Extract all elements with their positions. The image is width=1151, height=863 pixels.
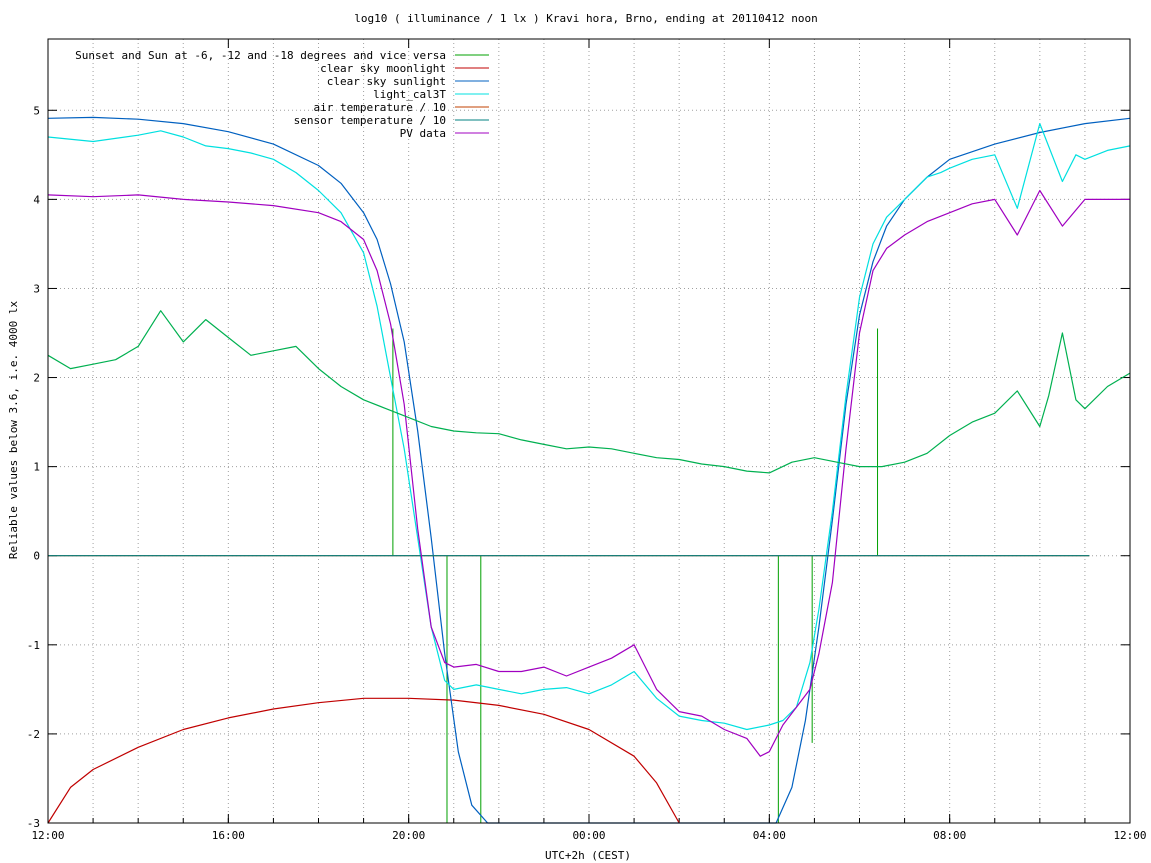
y-tick-label: -1 (27, 639, 40, 652)
y-tick-label: 5 (33, 104, 40, 117)
chart-title: log10 ( illuminance / 1 lx ) Kravi hora,… (354, 12, 818, 25)
y-tick-label: -2 (27, 728, 40, 741)
x-tick-label: 00:00 (572, 829, 605, 842)
x-axis-label: UTC+2h (CEST) (545, 849, 631, 862)
series-line-light-cal3t (47, 122, 1131, 731)
y-tick-label: 1 (33, 461, 40, 474)
legend-label: light_cal3T (373, 88, 446, 101)
x-tick-label: 04:00 (753, 829, 786, 842)
x-tick-label: 20:00 (392, 829, 425, 842)
x-tick-label: 16:00 (212, 829, 245, 842)
grid-lines (48, 39, 1130, 823)
legend-label: sensor temperature / 10 (294, 114, 446, 127)
series-line-pv-data (47, 189, 1130, 757)
x-tick-label: 08:00 (933, 829, 966, 842)
legend-label: clear sky moonlight (320, 62, 446, 75)
axis-ticks: 12:00 16:00 20:00 00:00 04:00 08:00 12:00-3-2-… (27, 39, 1147, 842)
legend-label: clear sky sunlight (327, 75, 446, 88)
legend: Sunset and Sun at -6, -12 and -18 degree… (75, 49, 489, 140)
y-tick-label: 3 (33, 282, 40, 295)
legend-label: air temperature / 10 (314, 101, 446, 114)
y-tick-label: 2 (33, 372, 40, 385)
legend-label: PV data (400, 127, 446, 140)
legend-label: Sunset and Sun at -6, -12 and -18 degree… (75, 49, 446, 62)
y-tick-label: 4 (33, 193, 40, 206)
series-line-clear-sky-moonlight (47, 697, 680, 824)
y-axis-label: Reliable values below 3.6, i.e. 4000 lx (7, 300, 20, 559)
series-line-unlabeled-series (47, 310, 1131, 474)
plot-frame (47, 38, 1131, 824)
x-tick-label: 12:00 (31, 829, 64, 842)
data-series (47, 116, 1131, 824)
y-tick-label: -3 (27, 817, 40, 830)
y-tick-label: 0 (33, 550, 40, 563)
x-tick-label: 12:00 (1113, 829, 1146, 842)
